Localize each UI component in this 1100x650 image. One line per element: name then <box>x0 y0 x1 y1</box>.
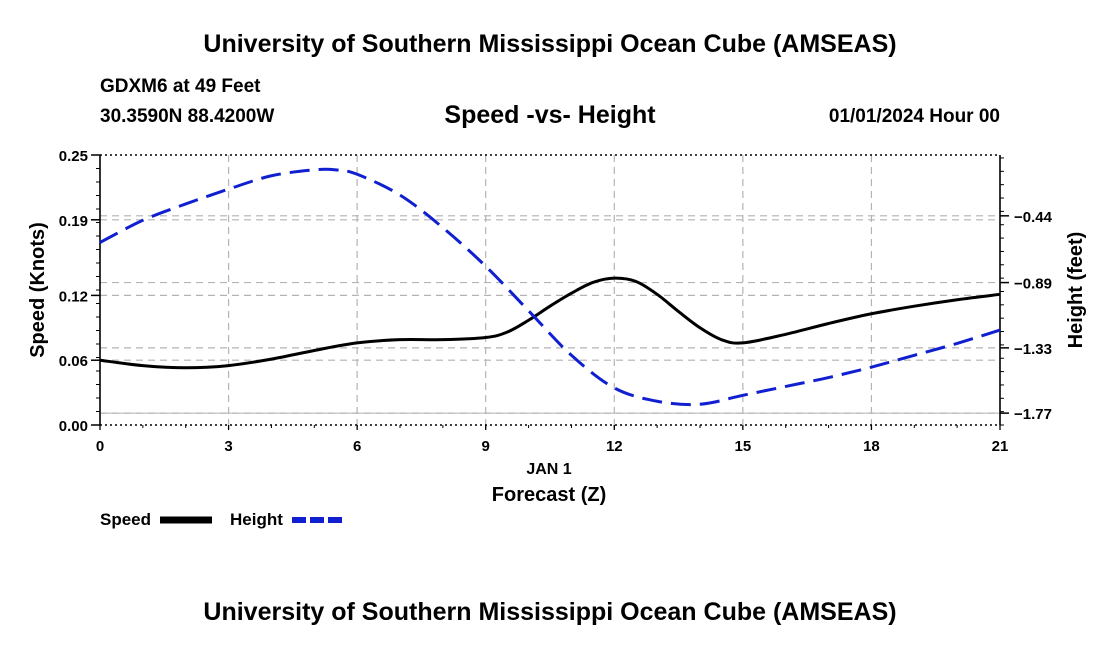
axes: 0.00 0.06 0.12 0.19 0.25 −0.44 −0.89 −1.33 −1.77… <box>27 148 1087 506</box>
chart-title: Speed -vs- Height <box>444 101 656 129</box>
location-coordinates: 30.3590N 88.4200W <box>100 106 275 127</box>
legend: Speed Height <box>100 510 343 529</box>
page-title: University of Southern Mississippi Ocean… <box>203 30 897 58</box>
x-tick-label: 9 <box>482 438 490 455</box>
x-tick-label: 15 <box>735 438 752 455</box>
y-tick-label: 0.06 <box>59 353 88 370</box>
x-tick-label: 3 <box>224 438 232 455</box>
y-tick-label: 0.00 <box>59 418 88 435</box>
x-tick-label: 21 <box>992 438 1009 455</box>
legend-height-label: Height <box>230 510 283 529</box>
y-tick-label: 0.19 <box>59 213 88 230</box>
x-tick-label: 0 <box>96 438 104 455</box>
y2-axis-title: Height (feet) <box>1065 232 1087 349</box>
y2-tick-label: −0.89 <box>1014 276 1052 293</box>
x-date-label: JAN 1 <box>526 461 571 478</box>
legend-speed-label: Speed <box>100 510 151 529</box>
series-lines <box>99 167 1001 407</box>
x-tick-label: 18 <box>863 438 880 455</box>
y2-tick-label: −1.33 <box>1014 341 1052 358</box>
y2-tick-label: −1.77 <box>1014 406 1052 423</box>
x-tick-label: 12 <box>606 438 623 455</box>
height-series-line <box>99 167 1001 407</box>
y2-tick-label: −0.44 <box>1014 209 1053 226</box>
y-tick-label: 0.25 <box>59 148 88 165</box>
x-axis-title: Forecast (Z) <box>492 484 606 506</box>
speed-series-line <box>99 276 1001 370</box>
footer-title: University of Southern Mississippi Ocean… <box>203 598 897 626</box>
forecast-datetime: 01/01/2024 Hour 00 <box>828 106 1000 127</box>
station-label: GDXM6 at 49 Feet <box>100 76 261 97</box>
y-tick-label: 0.12 <box>59 288 88 305</box>
y-axis-title: Speed (Knots) <box>27 222 49 358</box>
x-tick-label: 6 <box>353 438 361 455</box>
grid-lines <box>100 155 1000 425</box>
